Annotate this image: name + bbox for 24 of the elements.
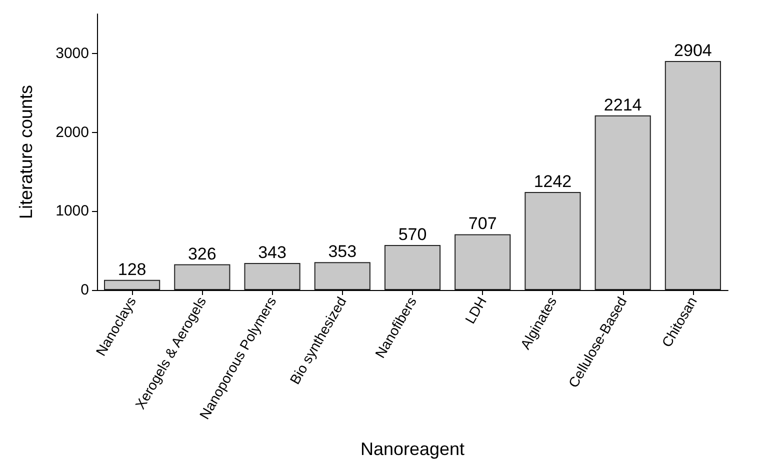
data-label: 2214 xyxy=(604,95,642,114)
bar xyxy=(664,61,721,290)
bar xyxy=(314,262,370,290)
y-tick-label: 2000 xyxy=(56,124,89,141)
bar xyxy=(104,280,160,290)
data-label: 1242 xyxy=(534,172,572,192)
bar xyxy=(594,115,651,290)
data-label: 570 xyxy=(398,225,427,244)
y-tick-label: 0 xyxy=(80,282,89,298)
bar xyxy=(454,234,511,290)
bar xyxy=(384,245,441,290)
data-label: 353 xyxy=(328,242,357,262)
bar xyxy=(174,264,230,290)
y-tick-label: 3000 xyxy=(56,44,89,62)
data-label: 326 xyxy=(188,244,216,264)
y-tick-label: 1000 xyxy=(56,202,89,220)
bar xyxy=(244,262,300,290)
bar xyxy=(524,192,581,290)
data-label: 128 xyxy=(118,260,146,279)
data-label: 2904 xyxy=(674,41,712,60)
data-label: 343 xyxy=(258,242,286,262)
x-axis-title: Nanoreagent xyxy=(360,439,465,459)
data-label: 707 xyxy=(468,214,497,234)
y-axis-title: Literature counts xyxy=(16,84,36,220)
